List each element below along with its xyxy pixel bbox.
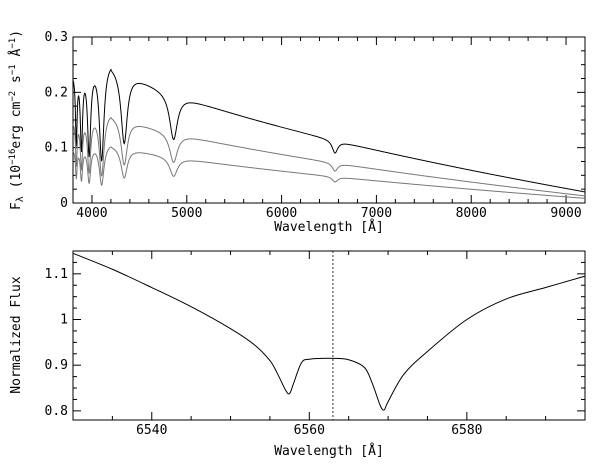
top-x-tick-label: 8000: [456, 206, 487, 221]
bottom-y-tick-label: 0.9: [45, 358, 68, 373]
top-x-tick-label: 7000: [361, 206, 392, 221]
top-panel-chart: 4000 5000 6000 7000 8000 9000 0 0.1 0.2 0.3 Wave…: [8, 30, 586, 235]
bottom-normalized-profile: [72, 252, 586, 411]
top-y-tick-label: 0.1: [45, 141, 68, 156]
bottom-x-tick-label: 6540: [136, 423, 167, 438]
bottom-y-axis-label: Normalized Flux: [9, 276, 24, 394]
bottom-y-tick-label: 1: [60, 313, 68, 328]
top-x-tick-label: 6000: [266, 206, 297, 221]
top-y-label-sub: λ: [15, 196, 26, 202]
top-x-ticks: 4000 5000 6000 7000 8000 9000: [72, 37, 586, 221]
top-y-label-exp4: −1: [8, 38, 18, 49]
bottom-x-ticks: 6540 6560 6580: [72, 251, 586, 438]
bottom-plot-frame: [72, 250, 586, 421]
bottom-x-tick-label: 6580: [451, 423, 482, 438]
top-spectrum-line-0: [72, 68, 586, 193]
top-plot-frame: [72, 36, 586, 204]
bottom-y-ticks: 0.8 0.9 1 1.1: [45, 261, 585, 419]
top-y-label-prefix: F: [9, 202, 24, 210]
top-y-axis-label: Fλ (10−16erg cm−2 s−1 Å−1): [8, 30, 26, 210]
top-y-tick-label: 0.2: [45, 85, 68, 100]
top-y-label-A: Å: [8, 48, 24, 64]
top-x-tick-label: 9000: [550, 206, 581, 221]
top-y-tick-label: 0.3: [45, 30, 68, 45]
top-spectra: [72, 68, 586, 199]
bottom-x-axis-label: Wavelength [Å]: [274, 443, 384, 459]
top-y-label-exp2: −2: [8, 91, 18, 102]
top-y-label-close: ): [9, 30, 24, 38]
bottom-y-tick-label: 0.8: [45, 404, 68, 419]
top-y-label-erg: erg cm: [9, 101, 24, 148]
top-x-axis-label: Wavelength [Å]: [274, 219, 384, 235]
top-x-tick-label: 4000: [76, 206, 107, 221]
top-y-ticks: 0 0.1 0.2 0.3: [45, 30, 585, 211]
top-y-tick-label: 0: [60, 196, 68, 211]
bottom-y-tick-label: 1.1: [45, 267, 68, 282]
top-x-tick-label: 5000: [171, 206, 202, 221]
bottom-panel-chart: 6540 6560 6580 0.8 0.9 1 1.1 Wavelength [Å] N…: [9, 250, 586, 459]
top-spectrum-line-1: [72, 116, 586, 197]
top-y-label-exp1: −16: [8, 149, 18, 165]
bottom-x-tick-label: 6560: [294, 423, 325, 438]
top-y-label-open: (10: [9, 165, 24, 196]
top-spectrum-line-2: [72, 146, 586, 199]
top-y-label-exp3: −1: [8, 64, 18, 75]
top-y-label-s: s: [9, 75, 24, 91]
